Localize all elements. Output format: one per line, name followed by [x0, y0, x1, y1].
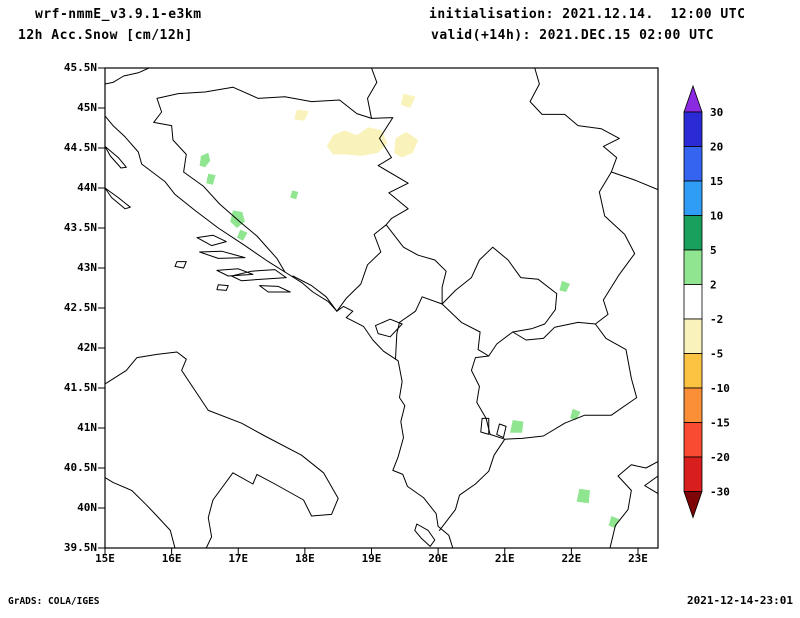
init-time: initialisation: 2021.12.14. 12:00 UTC — [429, 7, 746, 22]
border-serbia-bulgaria — [595, 172, 634, 324]
geo-layer — [105, 68, 658, 548]
colorbar-segment — [683, 215, 703, 251]
colorbar-segment — [683, 111, 703, 147]
lon-tick-label: 19E — [361, 552, 382, 565]
lat-tick-label: 44N — [77, 181, 97, 194]
colorbar-segment — [683, 456, 703, 492]
colorbar-arrow-bottom — [683, 491, 703, 519]
lon-tick-label: 15E — [95, 552, 115, 565]
render-timestamp: 2021-12-14-23:01 — [687, 594, 793, 607]
colorbar-label: -5 — [710, 348, 723, 361]
lon-tick-label: 23E — [628, 552, 648, 565]
coastline-greece-aegean — [610, 462, 658, 548]
shaded-region — [400, 93, 416, 108]
lat-tick-label: 42N — [77, 341, 97, 354]
lat-tick-label: 41.5N — [63, 381, 97, 394]
colorbar-segment — [683, 318, 703, 354]
grads-credit: GrADS: COLA/IGES — [8, 596, 100, 607]
lon-tick-label: 18E — [294, 552, 315, 565]
colorbar-label: 30 — [710, 106, 723, 119]
lon-tick-label: 16E — [161, 552, 182, 565]
lat-tick-label: 41N — [77, 421, 97, 434]
shaded-region — [570, 408, 581, 421]
lat-tick-label: 42.5N — [63, 301, 97, 314]
lon-tick-label: 20E — [428, 552, 449, 565]
lon-tick-label: 21E — [494, 552, 515, 565]
border-kosovo — [442, 247, 557, 356]
map-outline-layer — [105, 68, 658, 548]
colorbar-segment — [683, 146, 703, 182]
colorbar-label: -15 — [710, 417, 730, 430]
colorbar-segment — [683, 422, 703, 458]
shaded-region — [326, 127, 388, 156]
shaded-region — [290, 190, 299, 200]
colorbar-segment — [683, 387, 703, 423]
product-title: 12h Acc.Snow [cm/12h] — [18, 28, 193, 43]
colorbar-label: -2 — [710, 313, 723, 326]
shaded-region — [199, 152, 211, 168]
model-name: wrf-nmmE_v3.9.1-e3km — [35, 7, 202, 22]
shaded-snow-layer — [199, 93, 620, 528]
coastline-italy — [105, 352, 338, 548]
axis-ticks — [98, 67, 639, 555]
coastline-adriatic-east — [105, 116, 453, 548]
colorbar-label: -20 — [710, 451, 730, 464]
lat-tick-label: 45N — [77, 101, 97, 114]
shaded-region — [236, 229, 248, 241]
colorbar-segment — [683, 353, 703, 389]
shaded-region — [576, 488, 591, 504]
lat-tick-label: 40.5N — [63, 461, 97, 474]
coastline-islands — [105, 146, 435, 546]
lat-tick-label: 40N — [77, 501, 97, 514]
colorbar-label: 15 — [710, 175, 723, 188]
colorbar-label: -10 — [710, 382, 730, 395]
lat-tick-label: 43N — [77, 261, 97, 274]
lon-tick-label: 17E — [228, 552, 249, 565]
border-croatia-bosnia — [154, 87, 372, 311]
shaded-region — [206, 173, 216, 185]
shaded-region — [394, 131, 419, 158]
border-montenegro — [337, 225, 446, 359]
border-albania-greece — [439, 439, 504, 530]
valid-time: valid(+14h): 2021.DEC.15 02:00 UTC — [431, 28, 715, 43]
colorbar-segment — [683, 284, 703, 320]
lat-tick-label: 43.5N — [63, 221, 97, 234]
lat-tick-label: 44.5N — [63, 141, 97, 154]
colorbar-label: 20 — [710, 141, 723, 154]
colorbar-arrow-top — [683, 84, 703, 113]
lon-tick-label: 22E — [561, 552, 582, 565]
colorbar-label: 2 — [710, 279, 717, 292]
lat-tick-label: 39.5N — [63, 541, 97, 554]
border-bosnia-serbia-drina — [372, 118, 409, 225]
lakes-skadar-ohrid-prespa — [375, 319, 506, 437]
shaded-region — [608, 515, 620, 528]
border-north-macedonia — [471, 322, 636, 439]
colorbar-label: -30 — [710, 486, 730, 499]
shaded-region — [510, 420, 524, 433]
colorbar-segment — [683, 249, 703, 285]
shaded-region — [294, 109, 309, 121]
colorbar: 30 20 15 10 5 2 -2 -5 -10 -15 -20 -30 — [683, 84, 730, 519]
colorbar-segment — [683, 180, 703, 216]
colorbar-label: 5 — [710, 244, 717, 257]
shaded-region — [559, 280, 571, 292]
lat-tick-label: 45.5N — [63, 61, 97, 74]
border-croatia-serbia — [368, 68, 377, 118]
border-slovenia-croatia — [105, 68, 149, 84]
border-serbia-romania-danube — [530, 68, 658, 190]
colorbar-label: 10 — [710, 210, 723, 223]
